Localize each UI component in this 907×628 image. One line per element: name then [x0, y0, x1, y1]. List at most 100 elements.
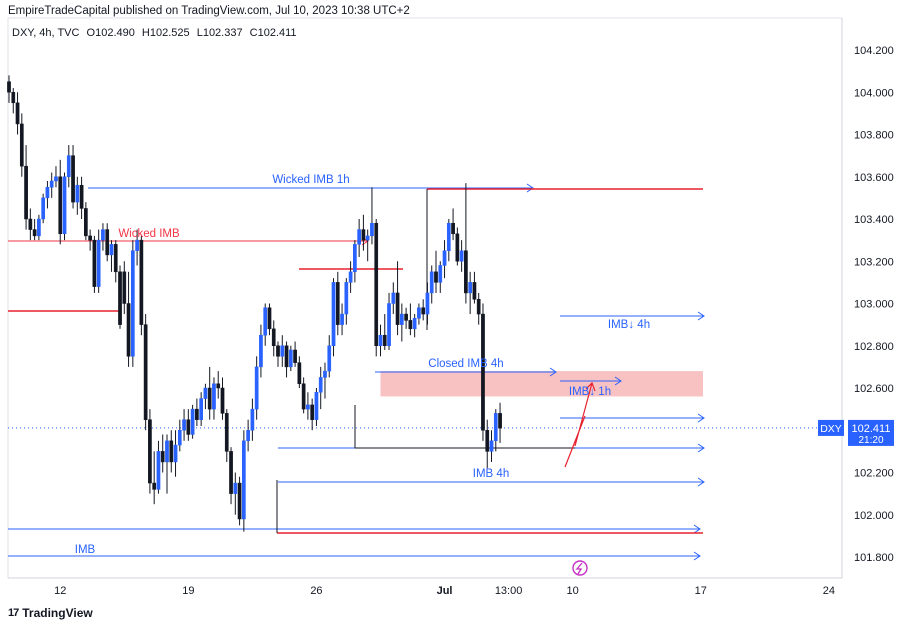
candle-up — [438, 265, 443, 283]
candle-up — [62, 176, 67, 235]
candle-down — [11, 92, 16, 104]
candle-down — [382, 334, 387, 346]
candle-up — [344, 282, 349, 315]
annotation-label: IMB — [75, 544, 96, 556]
candle-down — [126, 303, 131, 357]
arrow-head — [614, 376, 622, 386]
candle-up — [425, 292, 430, 315]
candle-up — [254, 366, 259, 410]
candle-up — [331, 282, 336, 346]
candle-down — [404, 313, 408, 321]
candle-up — [459, 250, 464, 262]
candle-up — [49, 180, 54, 188]
candle-down — [160, 451, 165, 463]
candle-up — [489, 440, 494, 452]
candle-down — [293, 349, 297, 363]
y-tick-label: 103.600 — [854, 172, 894, 184]
ohlc-high: H102.525 — [141, 27, 190, 39]
candle-up — [468, 282, 473, 294]
tradingview-logo[interactable]: 17 TradingView — [8, 606, 93, 620]
price-symbol-text: DXY — [820, 423, 842, 435]
candle-down — [481, 313, 485, 431]
candle-up — [280, 345, 285, 357]
candle-down — [229, 451, 233, 494]
candle-down — [271, 328, 276, 347]
candle-up — [233, 482, 238, 494]
candle-up — [378, 334, 383, 346]
candle-up — [263, 307, 268, 336]
x-tick-label: 13:00 — [495, 585, 523, 597]
annotation-label: Wicked IMB 1h — [272, 174, 349, 186]
candle-up — [357, 229, 361, 245]
price-text: 102.411 — [852, 423, 891, 435]
candle-up — [493, 413, 498, 442]
candle-down — [84, 208, 88, 237]
brand-name: TradingView — [22, 606, 93, 620]
candle-up — [348, 271, 353, 283]
candle-down — [498, 413, 502, 429]
candle-down — [105, 229, 110, 256]
candle-down — [92, 239, 97, 287]
candle-up — [391, 292, 396, 304]
candle-down — [224, 413, 229, 452]
candle-up — [318, 377, 323, 393]
candle-up — [259, 334, 263, 368]
arrow-head — [697, 443, 705, 453]
y-tick-label: 102.600 — [854, 383, 894, 395]
ohlc-open: O102.490 — [86, 27, 135, 39]
lightning-icon — [572, 560, 588, 576]
candle-down — [434, 271, 438, 283]
x-tick-label: 26 — [310, 585, 322, 597]
y-tick-label: 102.800 — [854, 341, 894, 353]
candle-down — [237, 482, 242, 520]
candle-up — [314, 391, 319, 420]
candle-up — [417, 307, 421, 319]
candle-up — [66, 155, 71, 177]
ohlc-close: C102.411 — [249, 27, 297, 39]
candle-down — [464, 250, 468, 294]
candle-down — [28, 218, 33, 230]
candle-up — [45, 187, 50, 199]
candle-up — [54, 176, 58, 182]
candle-down — [267, 307, 272, 330]
candle-down — [71, 155, 75, 203]
arrow-head — [549, 367, 557, 377]
candle-down — [374, 222, 379, 347]
candle-down — [113, 244, 118, 273]
candle-down — [118, 271, 122, 325]
candle-up — [96, 239, 101, 287]
candle-down — [276, 345, 280, 357]
candle-down — [421, 307, 426, 315]
candle-down — [15, 102, 20, 125]
annotation-label: IMB↓ 4h — [608, 319, 650, 331]
candle-down — [32, 229, 37, 237]
candle-down — [24, 165, 28, 220]
candle-up — [399, 313, 404, 325]
candle-down — [139, 239, 144, 325]
x-tick-label: 19 — [182, 585, 194, 597]
x-tick-label: Jul — [437, 585, 453, 597]
candle-down — [58, 176, 63, 235]
candle-down — [451, 222, 455, 235]
candle-down — [186, 419, 191, 435]
candle-up — [130, 250, 135, 357]
tradingview-logo-icon: 17 — [8, 607, 19, 619]
candle-up — [353, 244, 357, 273]
candle-up — [177, 430, 182, 446]
candle-down — [207, 387, 212, 410]
x-tick-label: 17 — [695, 585, 707, 597]
candle-down — [408, 320, 413, 330]
y-tick-label: 103.800 — [854, 130, 894, 142]
candle-down — [297, 362, 302, 385]
y-tick-label: 103.000 — [854, 299, 894, 311]
candle-up — [323, 370, 327, 378]
arrow-head — [693, 524, 701, 534]
candle-up — [250, 408, 255, 431]
candle-down — [361, 229, 366, 241]
candle-down — [143, 324, 148, 420]
symbol-legend: DXY, 4h, TVC O102.490 H102.525 L102.337 … — [12, 27, 301, 39]
x-tick-label: 24 — [823, 585, 835, 597]
candle-up — [203, 387, 208, 399]
candle-up — [387, 303, 391, 346]
